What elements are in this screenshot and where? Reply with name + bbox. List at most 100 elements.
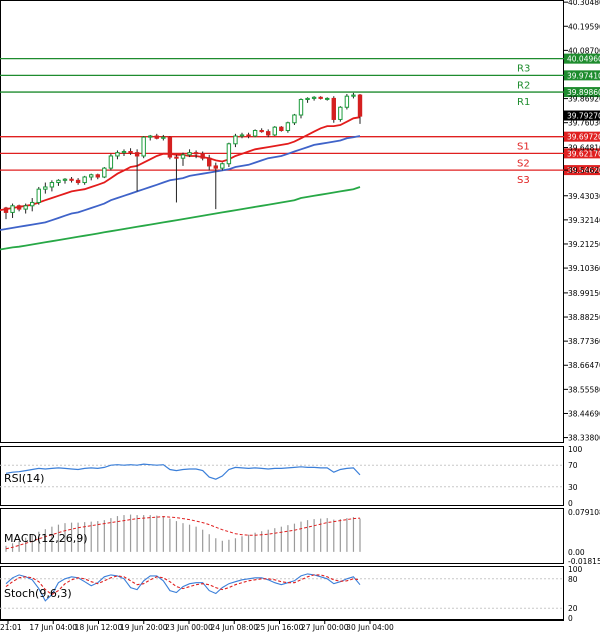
candle-body	[305, 97, 310, 101]
macd-tick-label: -0.018159	[568, 557, 600, 566]
pivot-price-tag	[564, 53, 600, 64]
price-tick-label: 39.21250	[568, 240, 600, 249]
candle-body	[62, 178, 68, 181]
pivot-levels: R3 R2 R1 S1 S2 S3	[0, 57, 564, 186]
candle-body	[252, 130, 258, 137]
stoch-tick-label: 20	[568, 604, 578, 613]
candle-body	[43, 186, 48, 190]
candle-body	[200, 153, 205, 159]
price-tick-label: 38.66470	[568, 361, 600, 370]
pivot-level-label: R1	[517, 97, 530, 108]
pivot-level-label: S1	[517, 142, 530, 153]
candle-body	[298, 99, 304, 116]
macd-title: MACD(12,26,9)	[4, 532, 88, 545]
stoch-tick-label: 80	[568, 575, 578, 584]
macd-panel	[0, 508, 564, 564]
price-tick-label: 38.33800	[568, 434, 600, 443]
price-tick-label: 38.44690	[568, 409, 600, 418]
time-tick-label: 17 Jun 04:00	[29, 623, 77, 632]
candle-body	[331, 97, 336, 120]
candle-body	[292, 114, 297, 124]
moving-average-extension	[0, 228, 7, 231]
macd-tick-label: 0.079108	[568, 508, 600, 517]
price-tick-label: 38.88250	[568, 313, 600, 322]
candle-body	[351, 94, 356, 97]
price-tick-label: 39.43030	[568, 192, 600, 201]
candle-body	[233, 135, 238, 145]
pivot-price-tag-label: 39.69720	[567, 133, 600, 142]
time-tick-label: 24 Jun 08:00	[210, 623, 258, 632]
candle-body	[134, 152, 140, 157]
candle-body	[285, 122, 291, 132]
candle-body	[318, 96, 323, 99]
candle-body	[180, 154, 186, 159]
candle-body	[49, 182, 55, 188]
price-tick-label: 39.64810	[568, 144, 600, 153]
candle-body	[161, 136, 166, 139]
pivot-level-label: R2	[517, 80, 530, 91]
macd-indicator: 0.079108 0.00-0.018159 MACD(12,26,9)	[4, 508, 600, 566]
candle-body	[154, 135, 159, 139]
pivot-price-tag	[564, 70, 600, 81]
price-tick-label: 40.30480	[568, 0, 600, 7]
candle-body	[108, 155, 114, 169]
candle-body	[338, 106, 343, 120]
pivot-price-tag-label: 39.54620	[567, 166, 600, 175]
rsi-tick-label: 30	[568, 483, 578, 492]
rsi-tick-label: 70	[568, 461, 578, 470]
price-tick-label: 39.54620	[568, 166, 600, 175]
candle-body	[207, 157, 212, 167]
rsi-line	[5, 463, 361, 480]
rsi-tick-label: 100	[568, 445, 583, 454]
candle-body	[23, 205, 28, 210]
rsi-tick-label: 0	[568, 499, 573, 508]
candle-body	[167, 136, 173, 158]
pivot-price-tag-label: 39.97410	[567, 71, 600, 80]
price-tick-label: 39.76030	[568, 119, 600, 128]
pivot-level-label: S2	[517, 158, 530, 169]
candle-body	[89, 174, 94, 178]
candle-body	[213, 165, 218, 169]
pivot-price-tag	[564, 165, 600, 176]
current-price-tag	[564, 110, 600, 121]
candle-body	[174, 156, 179, 159]
pivot-price-tag	[564, 131, 600, 142]
price-panel	[0, 0, 564, 443]
stoch-tick-label: 0	[568, 614, 573, 623]
stoch-tick-label: 100	[568, 565, 583, 574]
candle-body	[75, 179, 81, 184]
time-tick-label: 27 Jun 00:00	[301, 623, 349, 632]
time-tick-label: 23 Jun 00:00	[165, 623, 213, 632]
candle-body	[246, 134, 251, 137]
candle-body	[311, 96, 317, 99]
candle-body	[115, 152, 120, 157]
time-tick-label: 21:01	[0, 623, 22, 632]
candlesticks	[3, 92, 363, 220]
candle-body	[16, 205, 22, 210]
candle-body	[30, 201, 35, 207]
candle-body	[357, 94, 363, 117]
candle-body	[82, 176, 87, 184]
price-tick-label: 39.86920	[568, 95, 600, 104]
candle-body	[239, 134, 245, 137]
price-tick-label: 40.08700	[568, 46, 600, 55]
candle-body	[3, 207, 9, 213]
candle-body	[141, 136, 146, 157]
pivot-price-tag-label: 39.62170	[567, 149, 600, 158]
pivot-price-tag-label: 40.04960	[567, 55, 600, 64]
candle-body	[220, 163, 225, 169]
price-tick-label: 39.10360	[568, 264, 600, 273]
price-axis: 40.30480 40.19590 40.08700 39.86920 39.76030…	[564, 0, 600, 443]
rsi-panel	[0, 446, 564, 506]
candle-body	[69, 178, 74, 181]
candle-body	[325, 97, 330, 100]
stoch-line	[5, 574, 361, 596]
candle-body	[279, 126, 284, 132]
candle-body	[121, 151, 127, 154]
candle-body	[102, 167, 107, 178]
time-tick-label: 19 Jun 20:00	[120, 623, 168, 632]
candle-body	[95, 174, 100, 178]
